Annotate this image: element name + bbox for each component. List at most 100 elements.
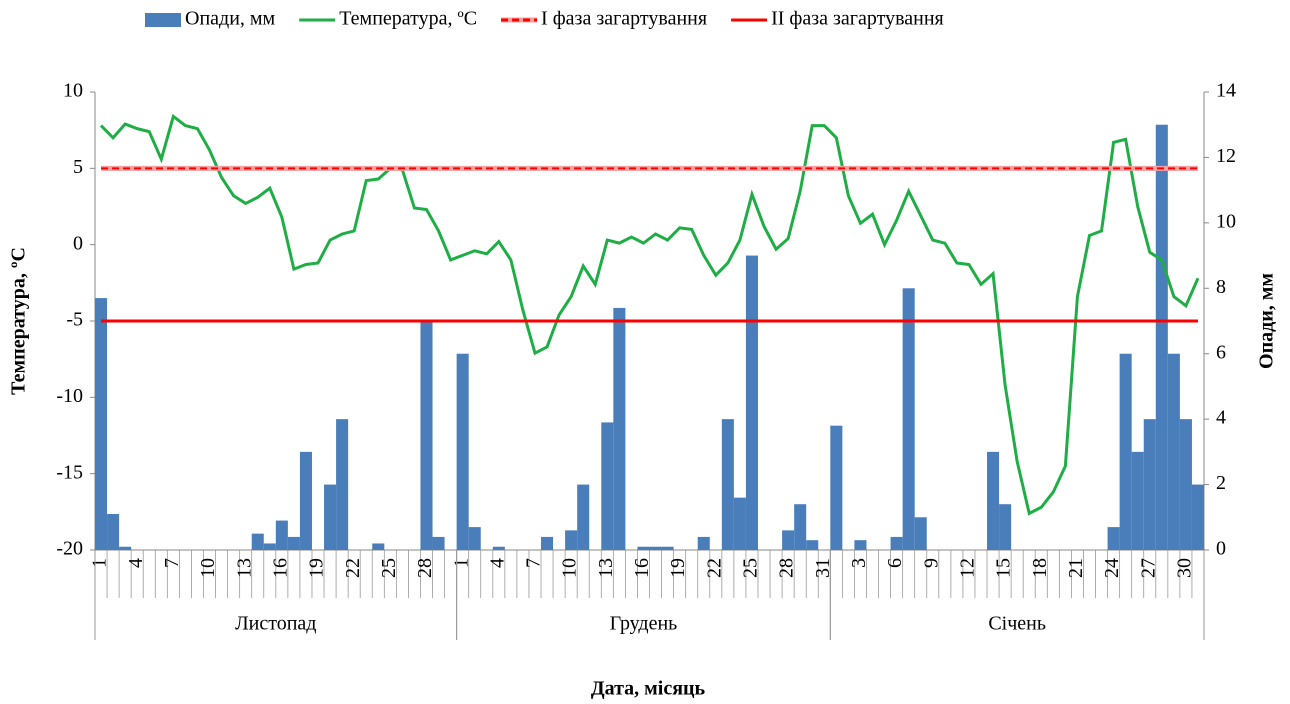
bar — [1107, 527, 1120, 550]
y-tick-label: 5 — [73, 156, 83, 178]
x-tick-label: 7 — [161, 558, 183, 568]
legend-label: II фаза загартування — [771, 8, 944, 30]
x-tick-label: 3 — [848, 558, 870, 568]
y2-tick-label: 10 — [1216, 210, 1236, 232]
bar — [649, 546, 662, 550]
group-label: Листопад — [235, 613, 316, 635]
bar — [745, 255, 758, 551]
bar — [1131, 451, 1144, 550]
y2-tick-label: 4 — [1216, 407, 1226, 429]
x-tick-label: 19 — [306, 558, 328, 578]
bar — [541, 536, 554, 550]
y2-axis-label: Опади, мм — [1256, 273, 1278, 369]
y2-tick-label: 2 — [1216, 472, 1226, 494]
x-tick-label: 16 — [269, 558, 291, 578]
y2-tick-label: 6 — [1216, 341, 1226, 363]
y2-tick-label: 0 — [1216, 538, 1226, 560]
bar — [251, 533, 264, 550]
bar — [263, 543, 276, 550]
bar — [733, 497, 746, 550]
x-tick-label: 28 — [776, 558, 798, 578]
bar — [697, 536, 710, 550]
bar — [794, 504, 807, 550]
y-tick-label: 10 — [63, 80, 83, 102]
legend-swatch — [145, 13, 181, 27]
bar — [613, 307, 626, 550]
x-tick-label: 10 — [559, 558, 581, 578]
y2-tick-label: 12 — [1216, 145, 1236, 167]
x-tick-label: 28 — [414, 558, 436, 578]
bar — [468, 527, 481, 550]
legend-label: I фаза загартування — [541, 8, 707, 30]
x-tick-label: 1 — [450, 558, 472, 568]
bar — [637, 546, 650, 550]
x-tick-label: 25 — [740, 558, 762, 578]
x-tick-label: 7 — [523, 558, 545, 568]
legend-label: Опади, мм — [185, 8, 276, 30]
x-tick-label: 21 — [1065, 558, 1087, 578]
x-tick-label: 10 — [197, 558, 219, 578]
x-tick-label: 12 — [957, 558, 979, 578]
bar — [902, 288, 915, 550]
x-tick-label: 27 — [1137, 558, 1159, 578]
x-tick-label: 6 — [884, 558, 906, 568]
x-tick-label: 22 — [703, 558, 725, 578]
bar — [565, 530, 578, 550]
line — [99, 113, 1200, 516]
bar — [107, 514, 120, 550]
y2-tick-label: 14 — [1216, 80, 1236, 102]
bar — [432, 536, 445, 550]
bar — [420, 321, 433, 550]
group-label: Грудень — [610, 613, 678, 635]
bar — [287, 536, 300, 550]
y2-tick-label: 8 — [1216, 276, 1226, 298]
x-tick-label: 22 — [342, 558, 364, 578]
x-tick-label: 4 — [486, 558, 508, 568]
bar — [1143, 419, 1156, 550]
y-tick-label: -20 — [56, 538, 83, 560]
bar — [1191, 484, 1204, 550]
bar — [119, 546, 132, 550]
bar — [999, 504, 1012, 550]
x-tick-label: 25 — [378, 558, 400, 578]
bar — [830, 425, 843, 550]
bar — [372, 543, 385, 550]
x-tick-label: 13 — [233, 558, 255, 578]
bar — [661, 546, 674, 550]
x-tick-label: 15 — [993, 558, 1015, 578]
bar — [854, 540, 867, 550]
x-tick-label: 19 — [667, 558, 689, 578]
group-label: Січень — [988, 613, 1046, 635]
x-axis-label: Дата, місяць — [591, 678, 706, 700]
legend-label: Температура, ºC — [339, 8, 477, 30]
x-tick-label: 18 — [1029, 558, 1051, 578]
y-tick-label: -10 — [56, 385, 83, 407]
bar — [275, 520, 288, 550]
bar — [456, 353, 469, 550]
x-tick-label: 1 — [89, 558, 111, 568]
bar — [1167, 353, 1180, 550]
x-tick-label: 30 — [1174, 558, 1196, 578]
y-tick-label: -5 — [66, 309, 83, 331]
bar — [1155, 124, 1168, 550]
bar — [577, 484, 590, 550]
bar — [1119, 353, 1132, 550]
bar — [890, 536, 903, 550]
bar — [782, 530, 795, 550]
bar — [721, 419, 734, 550]
bar — [324, 484, 337, 550]
x-tick-label: 9 — [920, 558, 942, 568]
bar — [299, 451, 312, 550]
x-tick-label: 4 — [125, 558, 147, 568]
bar — [914, 517, 927, 550]
bar — [95, 298, 108, 550]
y-tick-label: -15 — [56, 461, 83, 483]
y-tick-label: 0 — [73, 232, 83, 254]
bar — [336, 419, 349, 550]
y-axis-label: Температура, ºC — [8, 247, 30, 395]
x-tick-label: 16 — [631, 558, 653, 578]
x-tick-label: 31 — [812, 558, 834, 578]
bar — [987, 451, 1000, 550]
bar — [1179, 419, 1192, 550]
